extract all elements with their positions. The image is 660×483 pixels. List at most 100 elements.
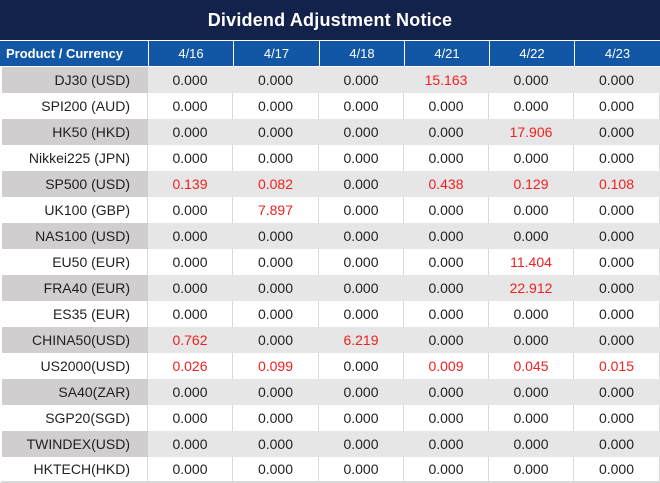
table-row: EU50 (EUR) 0.000 0.000 0.000 0.000 11.404 0.0… bbox=[0, 249, 660, 275]
value-cell: 0.000 bbox=[233, 119, 319, 145]
table-row: ES35 (EUR) 0.000 0.000 0.000 0.000 0.000 0.00… bbox=[0, 301, 660, 327]
value-cell: 0.000 bbox=[489, 405, 574, 431]
value-cell: 0.000 bbox=[404, 93, 489, 119]
value-cell: 0.000 bbox=[319, 171, 404, 197]
value-cell: 0.009 bbox=[404, 353, 489, 379]
value-cell: 0.000 bbox=[319, 223, 404, 249]
value-cell: 0.000 bbox=[148, 249, 233, 275]
product-cell: HK50 (HKD) bbox=[0, 119, 148, 145]
table-row: NAS100 (USD) 0.000 0.000 0.000 0.000 0.000 0.… bbox=[0, 223, 660, 249]
table-row: SGP20(SGD) 0.000 0.000 0.000 0.000 0.000 0.00… bbox=[0, 405, 660, 431]
value-cell: 0.000 bbox=[489, 223, 574, 249]
value-cell: 0.000 bbox=[404, 431, 489, 457]
product-cell: UK100 (GBP) bbox=[0, 197, 148, 223]
value-cell: 0.000 bbox=[319, 197, 404, 223]
value-cell: 0.000 bbox=[148, 119, 233, 145]
value-cell: 0.000 bbox=[233, 275, 319, 301]
product-cell: DJ30 (USD) bbox=[0, 67, 148, 93]
value-cell: 0.000 bbox=[148, 197, 233, 223]
value-cell: 0.000 bbox=[319, 275, 404, 301]
product-cell: US2000(USD) bbox=[0, 353, 148, 379]
table-row: UK100 (GBP) 0.000 7.897 0.000 0.000 0.000 0.0… bbox=[0, 197, 660, 223]
column-header-date: 4/16 bbox=[148, 41, 233, 67]
value-cell: 0.000 bbox=[574, 197, 660, 223]
value-cell: 0.000 bbox=[489, 197, 574, 223]
value-cell: 7.897 bbox=[233, 197, 319, 223]
value-cell: 0.000 bbox=[148, 379, 233, 405]
value-cell: 0.000 bbox=[404, 327, 489, 353]
value-cell: 0.000 bbox=[148, 301, 233, 327]
value-cell: 0.000 bbox=[489, 379, 574, 405]
value-cell: 0.762 bbox=[148, 327, 233, 353]
table-row: HK50 (HKD) 0.000 0.000 0.000 0.000 17.906 0.0… bbox=[0, 119, 660, 145]
title-bar: Dividend Adjustment Notice bbox=[0, 0, 660, 41]
product-cell: NAS100 (USD) bbox=[0, 223, 148, 249]
value-cell: 0.000 bbox=[148, 223, 233, 249]
value-cell: 0.000 bbox=[489, 327, 574, 353]
value-cell: 0.000 bbox=[574, 249, 660, 275]
value-cell: 0.438 bbox=[404, 171, 489, 197]
value-cell: 0.000 bbox=[489, 93, 574, 119]
table-row: SPI200 (AUD) 0.000 0.000 0.000 0.000 0.000 0.… bbox=[0, 93, 660, 119]
value-cell: 0.000 bbox=[574, 327, 660, 353]
value-cell: 0.000 bbox=[574, 379, 660, 405]
product-cell: TWINDEX(USD) bbox=[0, 431, 148, 457]
value-cell: 0.000 bbox=[319, 405, 404, 431]
value-cell: 0.000 bbox=[319, 119, 404, 145]
value-cell: 0.000 bbox=[404, 275, 489, 301]
product-cell: Nikkei225 (JPN) bbox=[0, 145, 148, 171]
table-row: US2000(USD) 0.026 0.099 0.000 0.009 0.045 0.0… bbox=[0, 353, 660, 379]
value-cell: 0.000 bbox=[404, 249, 489, 275]
value-cell: 0.000 bbox=[319, 145, 404, 171]
value-cell: 0.000 bbox=[148, 67, 233, 93]
value-cell: 15.163 bbox=[404, 67, 489, 93]
value-cell: 0.026 bbox=[148, 353, 233, 379]
product-cell: SPI200 (AUD) bbox=[0, 93, 148, 119]
value-cell: 0.000 bbox=[489, 457, 574, 483]
column-header-date: 4/21 bbox=[404, 41, 489, 67]
value-cell: 0.000 bbox=[404, 119, 489, 145]
value-cell: 0.000 bbox=[489, 431, 574, 457]
value-cell: 0.000 bbox=[574, 275, 660, 301]
product-cell: CHINA50(USD) bbox=[0, 327, 148, 353]
value-cell: 0.000 bbox=[319, 301, 404, 327]
column-header-row: Product / Currency 4/16 4/17 4/18 4/21 4/22 4… bbox=[0, 41, 660, 67]
value-cell: 0.000 bbox=[574, 93, 660, 119]
value-cell: 0.000 bbox=[574, 67, 660, 93]
column-header-date: 4/22 bbox=[489, 41, 574, 67]
value-cell: 0.015 bbox=[574, 353, 660, 379]
value-cell: 0.000 bbox=[574, 223, 660, 249]
value-cell: 0.000 bbox=[404, 405, 489, 431]
value-cell: 0.045 bbox=[489, 353, 574, 379]
table-row: SA40(ZAR) 0.000 0.000 0.000 0.000 0.000 0.000 bbox=[0, 379, 660, 405]
value-cell: 0.000 bbox=[404, 457, 489, 483]
value-cell: 0.000 bbox=[574, 457, 660, 483]
value-cell: 0.000 bbox=[404, 197, 489, 223]
product-cell: SP500 (USD) bbox=[0, 171, 148, 197]
value-cell: 0.139 bbox=[148, 171, 233, 197]
value-cell: 0.000 bbox=[233, 379, 319, 405]
value-cell: 0.000 bbox=[233, 249, 319, 275]
column-header-date: 4/23 bbox=[574, 41, 660, 67]
value-cell: 0.000 bbox=[233, 223, 319, 249]
table-row: Nikkei225 (JPN) 0.000 0.000 0.000 0.000 0.00… bbox=[0, 145, 660, 171]
value-cell: 0.000 bbox=[233, 67, 319, 93]
value-cell: 6.219 bbox=[319, 327, 404, 353]
table-row: CHINA50(USD) 0.762 0.000 6.219 0.000 0.000 0.… bbox=[0, 327, 660, 353]
value-cell: 0.000 bbox=[233, 93, 319, 119]
value-cell: 0.108 bbox=[574, 171, 660, 197]
value-cell: 0.000 bbox=[574, 405, 660, 431]
value-cell: 0.000 bbox=[233, 327, 319, 353]
product-cell: EU50 (EUR) bbox=[0, 249, 148, 275]
value-cell: 0.000 bbox=[574, 145, 660, 171]
table-row: HKTECH(HKD) 0.000 0.000 0.000 0.000 0.000 0.0… bbox=[0, 457, 660, 483]
value-cell: 0.000 bbox=[319, 431, 404, 457]
value-cell: 0.129 bbox=[489, 171, 574, 197]
column-header-date: 4/17 bbox=[233, 41, 319, 67]
value-cell: 0.000 bbox=[233, 301, 319, 327]
product-cell: SGP20(SGD) bbox=[0, 405, 148, 431]
value-cell: 22.912 bbox=[489, 275, 574, 301]
table-row: FRA40 (EUR) 0.000 0.000 0.000 0.000 22.912 0.… bbox=[0, 275, 660, 301]
product-cell: ES35 (EUR) bbox=[0, 301, 148, 327]
